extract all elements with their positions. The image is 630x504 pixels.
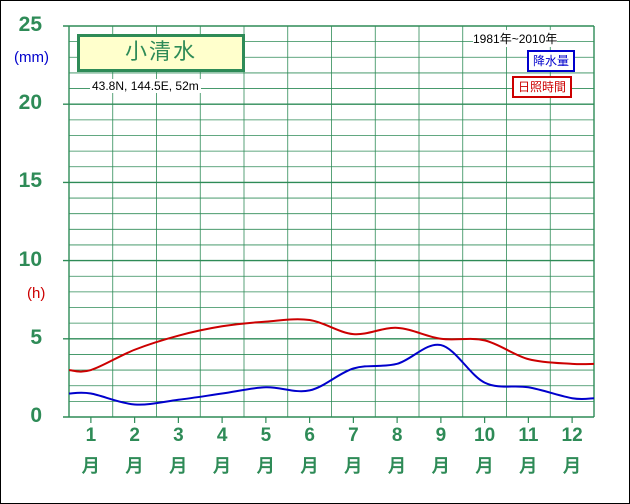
x-tick-label-month-5: 5 bbox=[260, 425, 272, 446]
x-tick-suffix: 月 bbox=[431, 456, 450, 477]
x-tick-suffix: 月 bbox=[125, 456, 144, 477]
x-tick-suffix: 月 bbox=[388, 456, 407, 477]
x-tick-suffix: 月 bbox=[475, 456, 494, 477]
x-tick-label-month-11: 11 bbox=[518, 425, 539, 446]
x-tick-suffix: 月 bbox=[213, 456, 232, 477]
y-tick-label: 0 bbox=[30, 404, 42, 427]
x-tick-label-month-1: 1 bbox=[85, 425, 97, 446]
x-tick-label-month-8: 8 bbox=[391, 425, 403, 446]
station-title: 小清水 bbox=[77, 34, 245, 72]
y-tick-label: 20 bbox=[18, 91, 42, 115]
x-tick-label-month-6: 6 bbox=[304, 425, 315, 446]
x-tick-suffix: 月 bbox=[81, 456, 100, 477]
x-tick-suffix: 月 bbox=[563, 456, 582, 477]
x-tick-suffix: 月 bbox=[169, 456, 188, 477]
period-label: 1981年~2010年 bbox=[473, 30, 558, 47]
x-tick-suffix: 月 bbox=[300, 456, 319, 477]
x-tick-label-month-4: 4 bbox=[216, 425, 228, 446]
legend-sunshine: 日照時間 bbox=[512, 76, 573, 98]
x-tick-label-month-2: 2 bbox=[129, 425, 140, 446]
x-tick-suffix: 月 bbox=[344, 456, 363, 477]
sunshine-unit-label: (h) bbox=[27, 285, 46, 302]
x-tick-suffix: 月 bbox=[519, 456, 538, 477]
legend-precipitation: 降水量 bbox=[527, 50, 576, 72]
x-tick-label-month-3: 3 bbox=[173, 425, 184, 446]
sunshine-line bbox=[68, 318, 595, 373]
y-tick-label: 25 bbox=[18, 13, 42, 36]
y-tick-label: 15 bbox=[18, 169, 42, 193]
y-tick-label: 5 bbox=[30, 325, 42, 349]
x-tick-label-month-12: 12 bbox=[561, 425, 583, 446]
precip-unit-label: (mm) bbox=[14, 49, 49, 66]
x-tick-suffix: 月 bbox=[256, 456, 275, 477]
x-tick-label-month-10: 10 bbox=[474, 425, 496, 446]
station-coordinates: 43.8N, 144.5E, 52m bbox=[90, 79, 201, 93]
precipitation-line bbox=[68, 343, 595, 406]
x-tick-label-month-7: 7 bbox=[348, 425, 359, 446]
x-tick-label-month-9: 9 bbox=[435, 425, 447, 446]
y-tick-label: 10 bbox=[18, 247, 42, 271]
